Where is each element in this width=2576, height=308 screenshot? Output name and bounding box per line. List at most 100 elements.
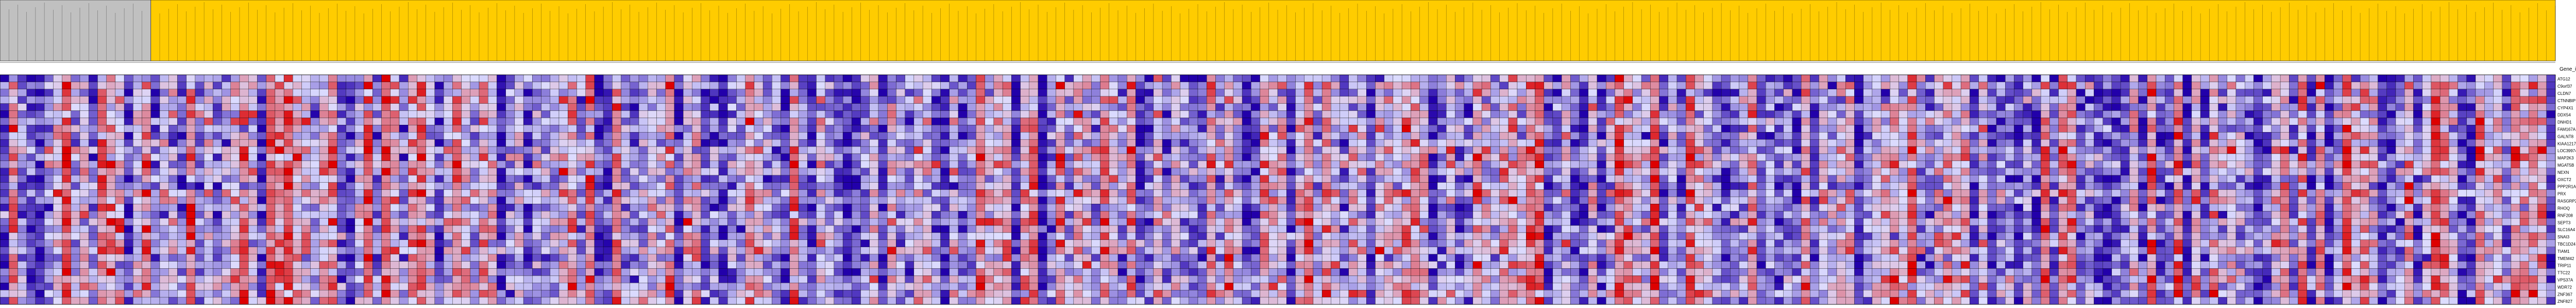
heatmap-cell — [1375, 104, 1384, 111]
heatmap-cell — [2467, 132, 2476, 139]
heatmap-cell — [1774, 104, 1783, 111]
heatmap-cell — [284, 82, 293, 89]
heatmap-cell — [417, 111, 426, 118]
heatmap-cell — [2387, 111, 2396, 118]
heatmap-cell — [1828, 154, 1837, 161]
heatmap-cell — [151, 96, 160, 104]
heatmap-cell — [97, 175, 106, 183]
heatmap-cell — [1996, 132, 2005, 139]
heatmap-cell — [701, 139, 710, 147]
heatmap-cell — [1739, 175, 1748, 183]
heatmap-cell — [2147, 183, 2156, 190]
heatmap-cell — [1225, 111, 1233, 118]
heatmap-cell — [364, 190, 372, 197]
heatmap-cell — [1899, 125, 1908, 132]
heatmap-cell — [2253, 161, 2262, 168]
heatmap-cell — [674, 154, 683, 161]
heatmap-cell — [364, 75, 372, 82]
heatmap-cell — [523, 175, 532, 183]
heatmap-cell — [2520, 190, 2529, 197]
heatmap-cell — [1490, 75, 1499, 82]
heatmap-cell — [1482, 168, 1490, 175]
heatmap-cell — [2298, 89, 2307, 96]
heatmap-cell — [1908, 161, 1917, 168]
heatmap-cell — [1225, 132, 1233, 139]
heatmap-cell — [1553, 104, 1562, 111]
heatmap-cell — [2076, 147, 2085, 154]
heatmap-cell — [2404, 147, 2413, 154]
heatmap-cell — [541, 125, 550, 132]
heatmap-cell — [222, 111, 231, 118]
heatmap-cell — [807, 82, 816, 89]
heatmap-cell — [2449, 190, 2458, 197]
heatmap-cell — [2520, 161, 2529, 168]
heatmap-cell — [1464, 125, 1473, 132]
heatmap-cell — [506, 104, 515, 111]
heatmap-cell — [204, 104, 213, 111]
heatmap-cell — [1517, 168, 1526, 175]
heatmap-cell — [2227, 183, 2236, 190]
heatmap-cell — [2307, 183, 2316, 190]
heatmap-cell — [870, 190, 878, 197]
heatmap-cell — [878, 89, 887, 96]
heatmap-cell — [550, 82, 559, 89]
heatmap-cell — [107, 96, 115, 104]
heatmap-cell — [985, 154, 994, 161]
heatmap-cell — [293, 190, 301, 197]
heatmap-cell — [941, 132, 950, 139]
heatmap-cell — [479, 183, 488, 190]
heatmap-cell — [2378, 132, 2387, 139]
heatmap-cell — [896, 154, 905, 161]
heatmap-cell — [1118, 175, 1127, 183]
heatmap-cell — [772, 147, 781, 154]
heatmap-cell — [319, 82, 328, 89]
heatmap-cell — [284, 96, 293, 104]
heatmap-cell — [736, 190, 745, 197]
heatmap-cell — [639, 183, 648, 190]
heatmap-cell — [1100, 82, 1109, 89]
heatmap-cell — [2547, 183, 2555, 190]
heatmap-cell — [1340, 190, 1349, 197]
heatmap-cell — [1606, 132, 1615, 139]
heatmap-cell — [2272, 183, 2280, 190]
heatmap-cell — [2183, 175, 2192, 183]
heatmap-cell — [666, 147, 674, 154]
heatmap-cell — [2121, 118, 2129, 125]
heatmap-cell — [133, 161, 142, 168]
heatmap-cell — [231, 139, 240, 147]
heatmap-cell — [648, 111, 656, 118]
heatmap-cell — [763, 104, 772, 111]
heatmap-cell — [1668, 89, 1677, 96]
heatmap-cell — [1899, 75, 1908, 82]
heatmap-cell — [825, 139, 834, 147]
heatmap-cell — [1650, 175, 1659, 183]
heatmap-cell — [2094, 147, 2103, 154]
heatmap-cell — [1721, 75, 1730, 82]
heatmap-cell — [2378, 118, 2387, 125]
heatmap-cell — [727, 183, 736, 190]
heatmap-cell — [1766, 154, 1774, 161]
heatmap-cell — [1446, 104, 1455, 111]
heatmap-cell — [559, 175, 568, 183]
heatmap-cell — [834, 104, 843, 111]
heatmap-cell — [1633, 125, 1641, 132]
heatmap-cell — [923, 89, 931, 96]
heatmap-cell — [834, 190, 843, 197]
heatmap-cell — [1402, 96, 1411, 104]
heatmap-cell — [462, 111, 470, 118]
heatmap-cell — [1588, 75, 1597, 82]
heatmap-cell — [577, 96, 585, 104]
heatmap-cell — [417, 175, 426, 183]
heatmap-cell — [754, 168, 763, 175]
heatmap-cell — [426, 75, 435, 82]
heatmap-cell — [1100, 118, 1109, 125]
heatmap-cell — [1136, 132, 1144, 139]
heatmap-cell — [1198, 89, 1207, 96]
heatmap-cell — [1358, 75, 1366, 82]
heatmap-cell — [2156, 139, 2165, 147]
heatmap-cell — [53, 89, 62, 96]
heatmap-cell — [1011, 104, 1020, 111]
heatmap-cell — [878, 75, 887, 82]
heatmap-cell — [2493, 147, 2502, 154]
heatmap-cell — [905, 190, 914, 197]
